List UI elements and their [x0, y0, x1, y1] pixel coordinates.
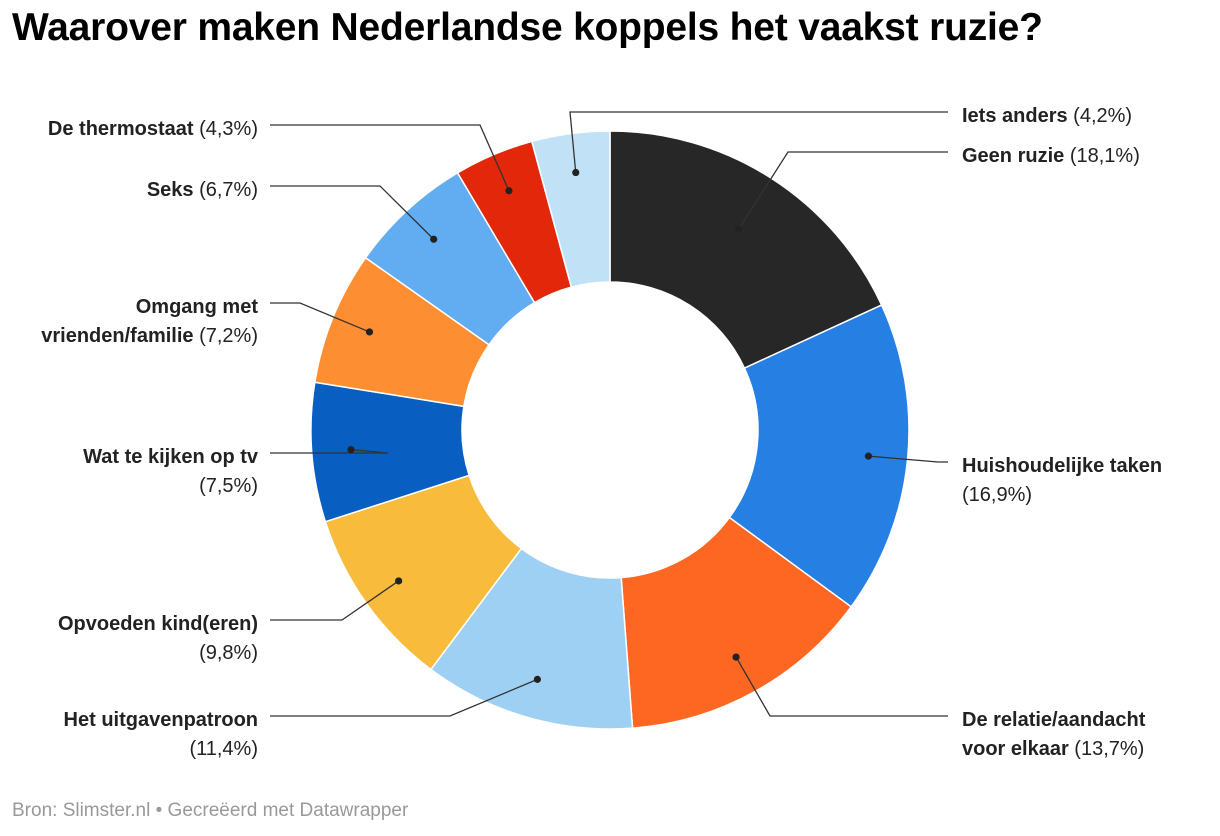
- leader-dot-opvoeden-kind-eren: [395, 577, 403, 585]
- leader-line-geen-ruzie: [738, 151, 948, 230]
- category-label-wat-te-kijken-op-tv: Wat te kijken op tv: [83, 446, 259, 468]
- category-value-label-de-relatie-aandacht-voor-elkaar: voor elkaar (13,7%): [962, 738, 1144, 760]
- source-note: Bron: Slimster.nl • Gecreëerd met Datawr…: [12, 800, 409, 821]
- category-value-label-de-thermostaat: De thermostaat (4,3%): [48, 118, 258, 140]
- category-value-label-seks: Seks (6,7%): [147, 179, 258, 201]
- leader-line-seks: [270, 185, 435, 240]
- value-label-het-uitgavenpatroon: (11,4%): [189, 738, 258, 760]
- leader-dot-geen-ruzie: [735, 225, 743, 233]
- leader-line-de-relatie-aandacht-voor-elkaar: [735, 656, 948, 717]
- leader-dot-de-thermostaat: [505, 187, 513, 195]
- category-label-het-uitgavenpatroon: Het uitgavenpatroon: [64, 709, 258, 731]
- leader-line-de-thermostaat: [270, 124, 510, 192]
- leader-line-group: [270, 111, 948, 717]
- leader-dot-wat-te-kijken-op-tv: [347, 446, 355, 454]
- category-label-de-relatie-aandacht-voor-elkaar: De relatie/aandacht: [962, 709, 1146, 731]
- leader-line-wat-te-kijken-op-tv: [270, 448, 389, 454]
- slice-huishoudelijke-taken: [728, 304, 910, 608]
- label-group: Geen ruzie (18,1%) Huishoudelijke taken (1…: [41, 105, 1162, 760]
- category-label-omgang-met-vrienden-familie: Omgang met: [136, 296, 259, 318]
- leader-line-opvoeden-kind-eren: [270, 580, 399, 621]
- value-label-opvoeden-kind-eren: (9,8%): [199, 642, 258, 664]
- leader-line-huishoudelijke-taken: [868, 455, 948, 463]
- leader-dot-het-uitgavenpatroon: [533, 675, 541, 683]
- slice-geen-ruzie: [609, 130, 883, 370]
- leader-dot-omgang-met-vrienden-familie: [365, 328, 374, 336]
- category-label-huishoudelijke-taken: Huishoudelijke taken: [962, 455, 1162, 477]
- leader-line-iets-anders: [569, 111, 948, 173]
- chart-title: Waarover maken Nederlandse koppels het v…: [12, 6, 1043, 49]
- slice-de-relatie-aandacht-voor-elkaar: [620, 516, 853, 729]
- leader-dot-de-relatie-aandacht-voor-elkaar: [732, 653, 740, 661]
- slice-group: [310, 130, 910, 730]
- value-label-wat-te-kijken-op-tv: (7,5%): [199, 475, 258, 497]
- slice-iets-anders: [530, 130, 611, 289]
- value-label-huishoudelijke-taken: (16,9%): [962, 484, 1032, 506]
- leader-line-omgang-met-vrienden-familie: [270, 302, 370, 333]
- leader-dot-huishoudelijke-taken: [864, 452, 873, 460]
- leader-dot-seks: [430, 235, 438, 243]
- leader-line-het-uitgavenpatroon: [270, 678, 538, 717]
- leader-dot-iets-anders: [572, 168, 580, 177]
- category-value-label-omgang-met-vrienden-familie: vrienden/familie (7,2%): [41, 325, 258, 347]
- category-value-label-iets-anders: Iets anders (4,2%): [962, 105, 1132, 127]
- category-label-opvoeden-kind-eren: Opvoeden kind(eren): [58, 613, 258, 635]
- category-value-label-geen-ruzie: Geen ruzie (18,1%): [962, 145, 1140, 167]
